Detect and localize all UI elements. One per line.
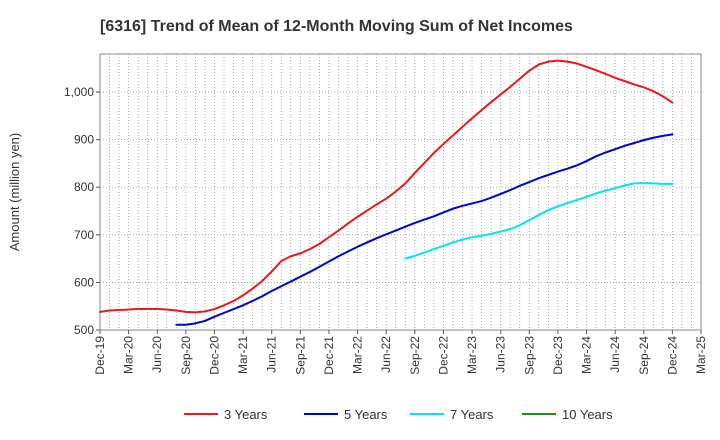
y-tick-label: 500 — [74, 323, 94, 337]
legend-label: 10 Years — [562, 407, 613, 422]
x-tick-label: Jun-22 — [379, 336, 393, 373]
legend-label: 3 Years — [224, 407, 268, 422]
y-tick-label: 1,000 — [64, 85, 94, 99]
x-tick-label: Sep-23 — [522, 336, 536, 375]
x-tick-label: Sep-21 — [293, 336, 307, 375]
x-tick-label: Mar-22 — [351, 336, 365, 374]
legend-label: 7 Years — [450, 407, 494, 422]
x-tick-label: Sep-22 — [408, 336, 422, 375]
x-tick-label: Dec-23 — [551, 336, 565, 375]
series-line-3-years — [99, 59, 674, 314]
x-tick-label: Dec-19 — [93, 336, 107, 375]
grid — [100, 54, 701, 331]
x-tick-label: Mar-25 — [694, 336, 708, 374]
y-axis-label: Amount (million yen) — [7, 133, 22, 252]
y-tick-label: 600 — [74, 275, 94, 289]
x-tick-label: Mar-20 — [122, 336, 136, 374]
x-tick-label: Dec-21 — [322, 336, 336, 375]
x-tick-label: Mar-24 — [580, 336, 594, 374]
series-line-5-years — [175, 133, 674, 326]
x-axis: Dec-19 Mar-20 Jun-20 Sep-20 Dec-20 Mar-21 Jun-… — [93, 330, 708, 375]
chart-title: [6316] Trend of Mean of 12-Month Moving … — [100, 18, 573, 35]
x-tick-label: Jun-20 — [150, 336, 164, 373]
x-tick-label: Mar-21 — [236, 336, 250, 374]
y-axis: 500 600 700 800 900 1,000 — [64, 85, 100, 337]
x-tick-label: Dec-24 — [665, 336, 679, 375]
y-tick-label: 700 — [74, 228, 94, 242]
x-tick-label: Sep-20 — [179, 336, 193, 375]
x-tick-label: Dec-22 — [436, 336, 450, 375]
legend-label: 5 Years — [344, 407, 388, 422]
series-group — [99, 59, 674, 326]
plot-area — [99, 53, 702, 331]
series-line-7-years — [404, 181, 674, 260]
legend: 3 Years 5 Years 7 Years 10 Years — [184, 407, 613, 422]
x-tick-label: Sep-24 — [637, 336, 651, 375]
x-tick-label: Dec-20 — [207, 336, 221, 375]
y-tick-label: 900 — [74, 133, 94, 147]
x-tick-label: Jun-24 — [608, 336, 622, 373]
x-tick-label: Jun-23 — [494, 336, 508, 373]
x-tick-label: Mar-23 — [465, 336, 479, 374]
y-tick-label: 800 — [74, 180, 94, 194]
x-tick-label: Jun-21 — [265, 336, 279, 373]
